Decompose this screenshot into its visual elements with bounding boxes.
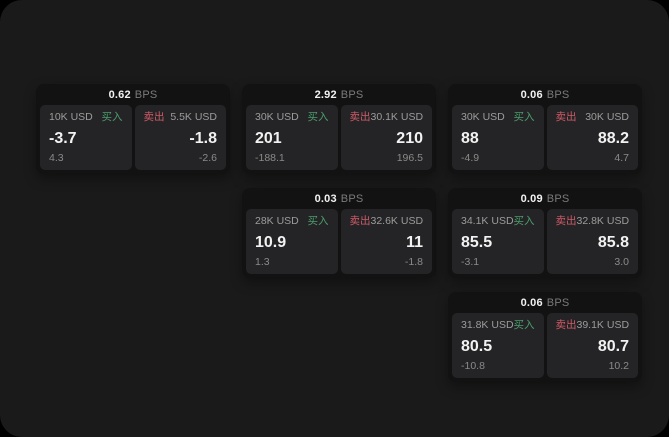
sell-price: -1.8 — [189, 129, 217, 147]
quote-card: 0.03 BPS 28K USD 买入 10.9 1.3 卖出 32.6K US… — [242, 188, 436, 278]
bps-value: 0.03 — [314, 192, 337, 205]
sell-delta: -1.8 — [404, 256, 423, 268]
buy-delta: -3.1 — [461, 256, 480, 268]
buy-price: 88 — [461, 129, 479, 147]
buy-amount: 28K USD — [255, 215, 299, 227]
sell-price: 80.7 — [597, 337, 629, 355]
bps-value: 0.62 — [108, 88, 131, 101]
sell-delta: 3.0 — [614, 256, 629, 268]
buy-panel[interactable]: 28K USD 买入 10.9 1.3 — [246, 209, 338, 274]
sell-amount: 32.8K USD — [576, 215, 630, 227]
card-header: 0.06 BPS — [452, 84, 638, 105]
buy-price: 201 — [255, 129, 282, 147]
buy-delta: -4.9 — [461, 152, 480, 164]
sell-side-label: 卖出 — [555, 215, 577, 227]
bps-unit-label: BPS — [546, 296, 570, 309]
buy-amount: 10K USD — [49, 111, 93, 123]
sell-side-label: 卖出 — [349, 215, 371, 227]
sell-amount: 39.1K USD — [576, 319, 630, 331]
buy-price: 10.9 — [255, 233, 287, 251]
buy-price: 85.5 — [461, 233, 493, 251]
bps-unit-label: BPS — [340, 192, 364, 205]
bps-value: 2.92 — [314, 88, 337, 101]
sell-panel[interactable]: 卖出 32.8K USD 85.8 3.0 — [546, 209, 638, 274]
quote-card: 0.06 BPS 31.8K USD 买入 80.5 -10.8 卖出 39.1… — [448, 292, 642, 382]
sell-price: 85.8 — [597, 233, 629, 251]
sell-price: 88.2 — [597, 129, 629, 147]
buy-panel[interactable]: 30K USD 买入 88 -4.9 — [452, 105, 544, 170]
bps-unit-label: BPS — [134, 88, 158, 101]
sell-price: 210 — [396, 129, 423, 147]
bps-unit-label: BPS — [546, 192, 570, 205]
sell-panel[interactable]: 卖出 5.5K USD -1.8 -2.6 — [134, 105, 226, 170]
buy-side-label: 买入 — [513, 215, 535, 227]
buy-price: 80.5 — [461, 337, 493, 355]
sell-panel[interactable]: 卖出 39.1K USD 80.7 10.2 — [546, 313, 638, 378]
sell-amount: 5.5K USD — [170, 111, 217, 123]
sell-panel[interactable]: 卖出 30K USD 88.2 4.7 — [546, 105, 638, 170]
buy-amount: 34.1K USD — [461, 215, 514, 227]
sell-side-label: 卖出 — [349, 111, 371, 123]
sell-amount: 30K USD — [585, 111, 629, 123]
quote-card: 0.06 BPS 30K USD 买入 88 -4.9 卖出 30K USD — [448, 84, 642, 174]
bps-value: 0.09 — [520, 192, 543, 205]
card-header: 0.09 BPS — [452, 188, 638, 209]
buy-side-label: 买入 — [513, 111, 535, 123]
buy-panel[interactable]: 10K USD 买入 -3.7 4.3 — [40, 105, 132, 170]
buy-side-label: 买入 — [513, 319, 535, 331]
buy-side-label: 买入 — [101, 111, 123, 123]
buy-amount: 30K USD — [461, 111, 505, 123]
sell-delta: 4.7 — [614, 152, 629, 164]
buy-side-label: 买入 — [307, 215, 329, 227]
card-header: 2.92 BPS — [246, 84, 432, 105]
quote-card: 0.09 BPS 34.1K USD 买入 85.5 -3.1 卖出 32.8K… — [448, 188, 642, 278]
bps-value: 0.06 — [520, 296, 543, 309]
sell-panel[interactable]: 卖出 32.6K USD 11 -1.8 — [340, 209, 432, 274]
card-header: 0.06 BPS — [452, 292, 638, 313]
buy-amount: 31.8K USD — [461, 319, 514, 331]
sell-price: 11 — [406, 233, 423, 251]
sell-side-label: 卖出 — [555, 319, 577, 331]
sell-side-label: 卖出 — [143, 111, 165, 123]
buy-amount: 30K USD — [255, 111, 299, 123]
quote-card: 0.62 BPS 10K USD 买入 -3.7 4.3 卖出 5.5K USD — [36, 84, 230, 174]
buy-delta: -188.1 — [255, 152, 285, 164]
sell-panel[interactable]: 卖出 30.1K USD 210 196.5 — [340, 105, 432, 170]
sell-amount: 30.1K USD — [370, 111, 424, 123]
sell-delta: 10.2 — [608, 360, 629, 372]
card-header: 0.03 BPS — [246, 188, 432, 209]
bps-unit-label: BPS — [340, 88, 364, 101]
quote-card: 2.92 BPS 30K USD 买入 201 -188.1 卖出 30.1K … — [242, 84, 436, 174]
buy-panel[interactable]: 31.8K USD 买入 80.5 -10.8 — [452, 313, 544, 378]
sell-delta: 196.5 — [396, 152, 423, 164]
bps-value: 0.06 — [520, 88, 543, 101]
card-header: 0.62 BPS — [40, 84, 226, 105]
buy-delta: 4.3 — [49, 152, 64, 164]
buy-side-label: 买入 — [307, 111, 329, 123]
buy-delta: 1.3 — [255, 256, 270, 268]
buy-delta: -10.8 — [461, 360, 485, 372]
sell-side-label: 卖出 — [555, 111, 577, 123]
buy-panel[interactable]: 34.1K USD 买入 85.5 -3.1 — [452, 209, 544, 274]
sell-amount: 32.6K USD — [370, 215, 424, 227]
bps-unit-label: BPS — [546, 88, 570, 101]
buy-price: -3.7 — [49, 129, 77, 147]
quote-card-grid: 0.62 BPS 10K USD 买入 -3.7 4.3 卖出 5.5K USD — [36, 84, 642, 382]
sell-delta: -2.6 — [198, 152, 217, 164]
buy-panel[interactable]: 30K USD 买入 201 -188.1 — [246, 105, 338, 170]
